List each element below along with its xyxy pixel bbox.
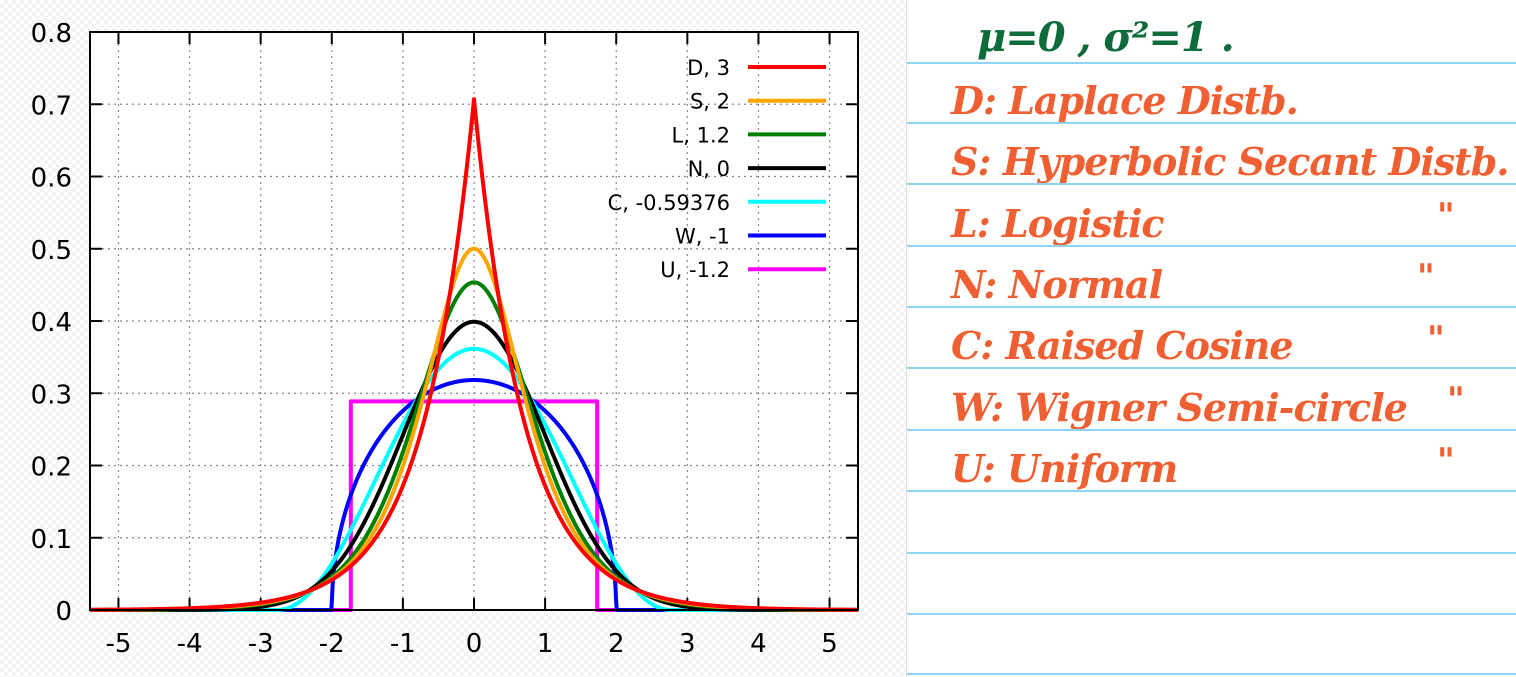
- ditto-mark: ": [1427, 318, 1445, 359]
- notes-header: μ=0 , σ²=1 .: [977, 14, 1235, 61]
- notebook-rule: [907, 613, 1516, 615]
- plot-frame: [89, 31, 859, 611]
- ditto-mark: ": [1437, 196, 1455, 236]
- legend-label: D, 3: [687, 56, 730, 80]
- legend-label: S, 2: [690, 90, 730, 114]
- legend-label: N, 0: [688, 157, 730, 181]
- x-tick-label: -1: [390, 629, 416, 659]
- y-tick-label: 0.3: [31, 380, 72, 410]
- notebook-rule: [907, 62, 1516, 64]
- x-tick-label: 5: [821, 629, 838, 659]
- series-line-laplace: [88, 97, 860, 612]
- y-tick-label: 0.1: [31, 525, 72, 555]
- chart-panel: -5 -4 -3 -2 -1 0 1 2 3 4 5 0 0.1 0.2 0.3 0.4 0.5 0.6 0.7 0.…: [0, 0, 906, 677]
- y-tick-label: 0.5: [31, 236, 72, 266]
- density-chart: -5 -4 -3 -2 -1 0 1 2 3 4 5 0 0.1 0.2 0.3 0.4 0.5 0.6 0.7 0.…: [31, 19, 860, 659]
- legend-label: U, -1.2: [660, 258, 730, 282]
- note-line: C: Raised Cosine: [951, 323, 1294, 369]
- x-tick-label: 3: [679, 629, 696, 659]
- y-tick-label: 0.8: [31, 19, 72, 49]
- notebook-rule: [907, 245, 1516, 247]
- note-line: U: Uniform: [951, 445, 1178, 491]
- note-line: W: Wigner Semi-circle: [951, 384, 1408, 430]
- y-tick-label: 0.6: [31, 164, 72, 194]
- note-line: S: Hyperbolic Secant Distb.: [951, 139, 1510, 185]
- notebook-rule: [907, 367, 1516, 369]
- y-tick-label: 0.7: [31, 91, 72, 121]
- x-tick-label: 0: [466, 629, 483, 659]
- note-line: D: Laplace Distb.: [951, 78, 1299, 123]
- ditto-mark: ": [1437, 441, 1455, 482]
- y-tick-label: 0: [55, 597, 72, 627]
- x-tick-label: -4: [177, 629, 203, 659]
- notebook-rule: [907, 429, 1516, 431]
- x-tick-label: -2: [319, 629, 345, 659]
- x-tick-label: 1: [537, 629, 554, 659]
- ditto-mark: ": [1417, 257, 1435, 298]
- note-line: L: Logistic: [951, 200, 1165, 246]
- handwritten-notes: μ=0 , σ²=1 . D: Laplace Distb. S: Hyperbo…: [906, 0, 1516, 677]
- y-tick-label: 0.2: [31, 453, 72, 483]
- legend-label: W, -1: [675, 225, 730, 249]
- notebook-rule: [907, 490, 1516, 492]
- y-tick-label: 0.4: [31, 308, 72, 338]
- x-tick-label: 4: [750, 629, 767, 659]
- notebook-rule: [907, 122, 1516, 124]
- notebook-rule: [907, 552, 1516, 554]
- note-line: N: Normal: [951, 261, 1163, 307]
- notebook-rule: [907, 183, 1516, 185]
- ditto-mark: ": [1447, 379, 1465, 420]
- notebook-rule: [907, 306, 1516, 308]
- x-tick-label: -5: [105, 629, 131, 659]
- legend-label: C, -0.59376: [608, 191, 730, 215]
- notebook-rule: [907, 673, 1516, 675]
- x-tick-label: 2: [608, 629, 625, 659]
- x-tick-label: -3: [248, 629, 274, 659]
- legend-label: L, 1.2: [672, 123, 730, 147]
